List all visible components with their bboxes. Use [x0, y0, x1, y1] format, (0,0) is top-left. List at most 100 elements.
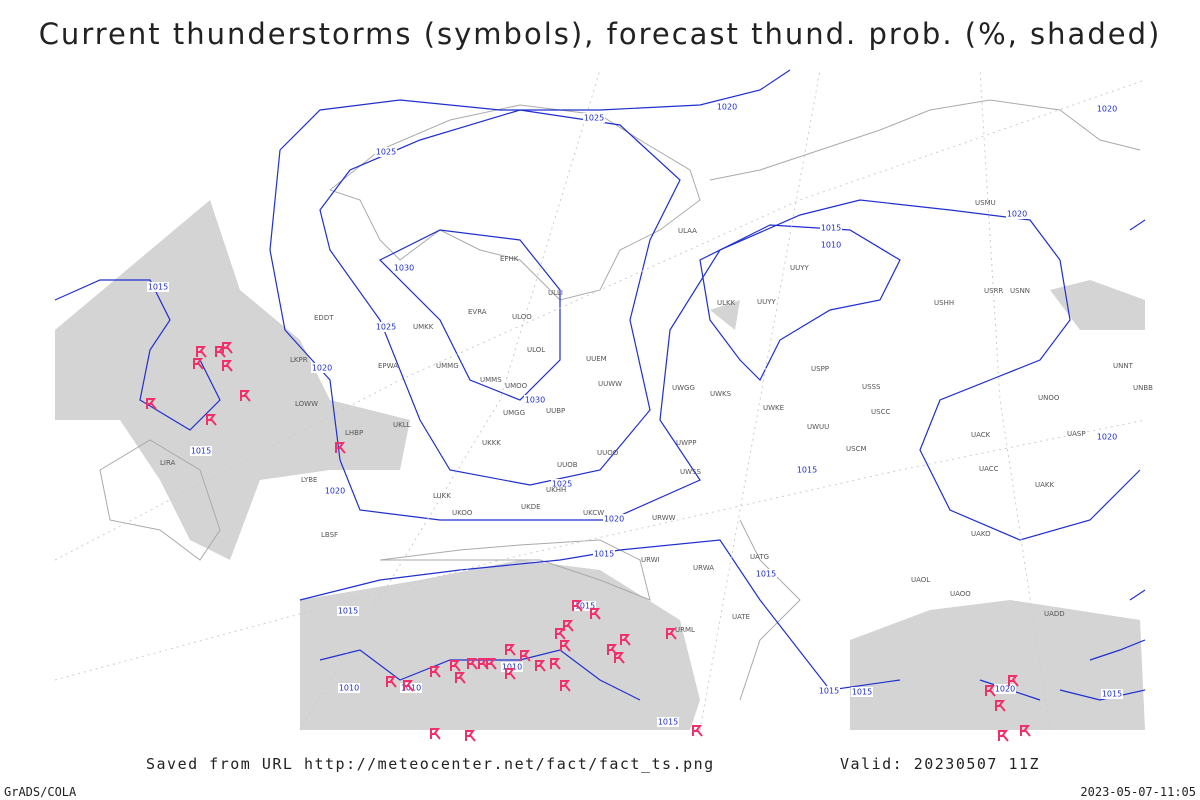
station-labels: EFHK ULAA ULLI EVRA ULOO EDDT UMKK ULOL UUEM EPWA…	[160, 199, 1153, 634]
isobar-label: 1015	[191, 447, 211, 456]
station-label: UUBP	[546, 407, 565, 415]
isobar-label-bg	[755, 569, 777, 579]
thunderstorm-symbol	[998, 730, 1009, 742]
station-label: UACC	[979, 465, 999, 473]
station-label: ULKK	[717, 299, 736, 307]
station-label: UMGG	[503, 409, 525, 417]
isobar-label-bg	[574, 601, 596, 611]
isobar-label: 1025	[376, 323, 396, 332]
isobar-label: 1010	[339, 684, 359, 693]
station-label: UKCW	[583, 509, 604, 517]
station-label: LBSF	[321, 531, 338, 539]
station-label: EPWA	[378, 362, 398, 370]
station-label: UKKK	[482, 439, 501, 447]
isobar-label-bg	[551, 479, 573, 489]
isobar-label-bg	[147, 282, 169, 292]
map-frame	[55, 70, 1145, 730]
thunderstorm-symbol	[465, 730, 476, 742]
station-label: USSS	[862, 383, 881, 391]
station-label: UKLL	[393, 421, 411, 429]
station-label: UKDE	[521, 503, 541, 511]
station-label: UAOO	[950, 590, 971, 598]
isobar-label-bg	[593, 549, 615, 559]
isobar-label-bg	[1096, 432, 1118, 442]
isobar-label: 1015	[797, 466, 817, 475]
isobar-label: 1025	[552, 480, 572, 489]
isobar-label: 1030	[394, 264, 414, 273]
isobar-label: 1015	[658, 718, 678, 727]
station-label: ULOO	[512, 313, 532, 321]
station-label: USPP	[811, 365, 829, 373]
station-label: UKHH	[546, 486, 566, 494]
isobar-label: 1015	[575, 602, 595, 611]
station-label: UACK	[971, 431, 991, 439]
station-label: UUEM	[586, 355, 607, 363]
station-label: LKPR	[290, 356, 308, 364]
station-label: USCM	[846, 445, 867, 453]
isobar-label: 1015	[852, 688, 872, 697]
station-label: UUOB	[557, 461, 578, 469]
station-label: URML	[675, 626, 695, 634]
station-label: LYBE	[301, 476, 317, 484]
isobar-label: 1020	[312, 364, 332, 373]
station-label: LHBP	[345, 429, 363, 437]
isobar-label-bg	[818, 686, 840, 696]
station-label: USMU	[975, 199, 996, 207]
station-label: UNBB	[1133, 384, 1153, 392]
station-label: UUOO	[597, 449, 619, 457]
timestamp: 2023-05-07-11:05	[1080, 785, 1196, 799]
valid-time: Valid: 20230507 11Z	[840, 755, 1040, 773]
station-label: URWI	[641, 556, 660, 564]
station-label: URWW	[652, 514, 676, 522]
station-label: EDDT	[314, 314, 334, 322]
isobar-label-bg	[501, 662, 523, 672]
station-label: UMMS	[480, 376, 502, 384]
isobar-label: 1020	[995, 685, 1015, 694]
station-label: UWGG	[672, 384, 695, 392]
station-label: UAKO	[971, 530, 991, 538]
isobar-label: 1015	[1102, 690, 1122, 699]
station-label: UADD	[1044, 610, 1065, 618]
isobar-label: 1015	[148, 283, 168, 292]
station-label: EFHK	[500, 255, 519, 263]
isobar-label-bg	[820, 240, 842, 250]
station-label: UWUU	[807, 423, 829, 431]
isobar-label: 1010	[821, 241, 841, 250]
isobar-label: 1020	[1097, 105, 1117, 114]
isobar-label: 1025	[584, 114, 604, 123]
isobar-label: 1020	[604, 515, 624, 524]
isobar-label-bg	[603, 514, 625, 524]
isobar-label-bg	[311, 363, 333, 373]
map-title: Current thunderstorms (symbols), forecas…	[39, 17, 1162, 51]
coastlines	[99, 99, 1141, 701]
isobar-label: 1020	[1007, 210, 1027, 219]
station-label: UNOO	[1038, 394, 1060, 402]
isobar-label: 1015	[594, 550, 614, 559]
isobar-label: 1020	[717, 103, 737, 112]
isobar-label-bg	[524, 395, 546, 405]
station-label: UUYY	[757, 298, 777, 306]
station-label: USNN	[1010, 287, 1030, 295]
station-label: UMOO	[505, 382, 528, 390]
station-label: UNNT	[1113, 362, 1134, 370]
isobar-label: 1010	[502, 663, 522, 672]
isobar-label: 1020	[325, 487, 345, 496]
thunderstorm-symbol	[430, 728, 441, 740]
station-label: URWA	[693, 564, 714, 572]
isobar-label-bg	[338, 683, 360, 693]
isobar-label-bg	[1096, 104, 1118, 114]
isobar-label-bg	[1101, 689, 1123, 699]
isobar-label-bg	[994, 684, 1016, 694]
station-label: UKOO	[452, 509, 473, 517]
isobar-label-bg	[716, 102, 738, 112]
station-label: UAOL	[911, 576, 930, 584]
station-label: ULLI	[548, 289, 563, 297]
isobar-label: 1020	[1097, 433, 1117, 442]
isobar-label: 1015	[819, 687, 839, 696]
station-label: UWPP	[676, 439, 697, 447]
isobar-label-bg	[190, 446, 212, 456]
isobar-label-bg	[324, 486, 346, 496]
station-label: UUYY	[790, 264, 810, 272]
station-label: UWKS	[710, 390, 732, 398]
